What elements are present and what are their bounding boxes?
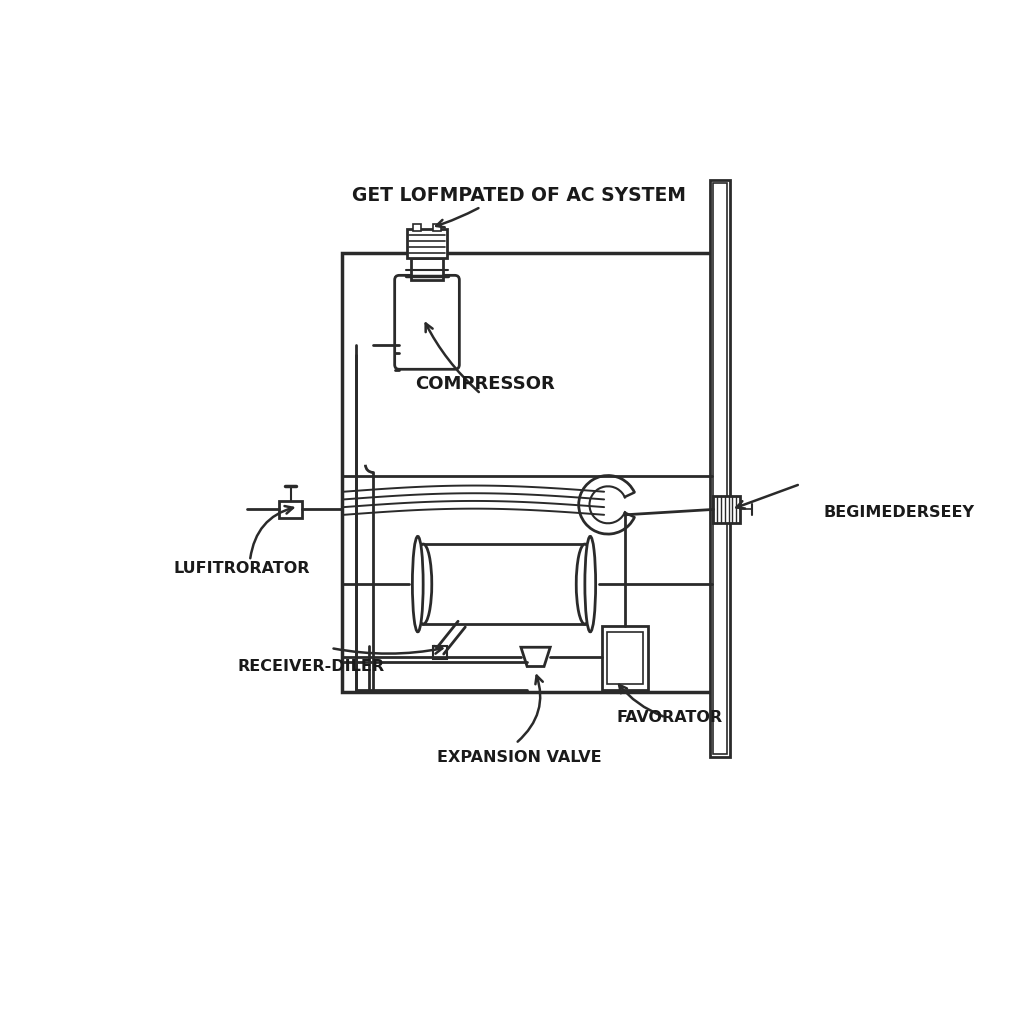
Bar bbox=[411, 258, 443, 280]
Text: GET LOFMPATED OF AC SYSTEM: GET LOFMPATED OF AC SYSTEM bbox=[352, 185, 686, 205]
Text: EXPANSION VALVE: EXPANSION VALVE bbox=[437, 750, 602, 765]
Bar bbox=[423, 544, 585, 625]
Ellipse shape bbox=[413, 537, 423, 632]
Bar bbox=[607, 632, 643, 684]
Text: BEGIMEDERSEEY: BEGIMEDERSEEY bbox=[823, 505, 975, 520]
Ellipse shape bbox=[577, 544, 594, 625]
Bar bbox=[713, 183, 727, 755]
Text: LUFITRORATOR: LUFITRORATOR bbox=[174, 561, 310, 577]
Bar bbox=[433, 646, 447, 658]
Polygon shape bbox=[521, 647, 550, 667]
Bar bbox=[602, 627, 648, 689]
Bar bbox=[710, 180, 730, 758]
Bar bbox=[413, 224, 421, 231]
FancyBboxPatch shape bbox=[394, 275, 460, 370]
Bar bbox=[407, 229, 447, 258]
Ellipse shape bbox=[585, 537, 596, 632]
Text: COMPRESSOR: COMPRESSOR bbox=[415, 375, 555, 393]
Text: RECEIVER-DILER: RECEIVER-DILER bbox=[238, 659, 385, 674]
Bar bbox=[433, 224, 441, 231]
Bar bbox=[342, 253, 712, 692]
Text: FAVORATOR: FAVORATOR bbox=[616, 710, 723, 725]
Bar bbox=[280, 501, 302, 518]
Ellipse shape bbox=[415, 544, 432, 625]
Bar bbox=[714, 496, 740, 523]
